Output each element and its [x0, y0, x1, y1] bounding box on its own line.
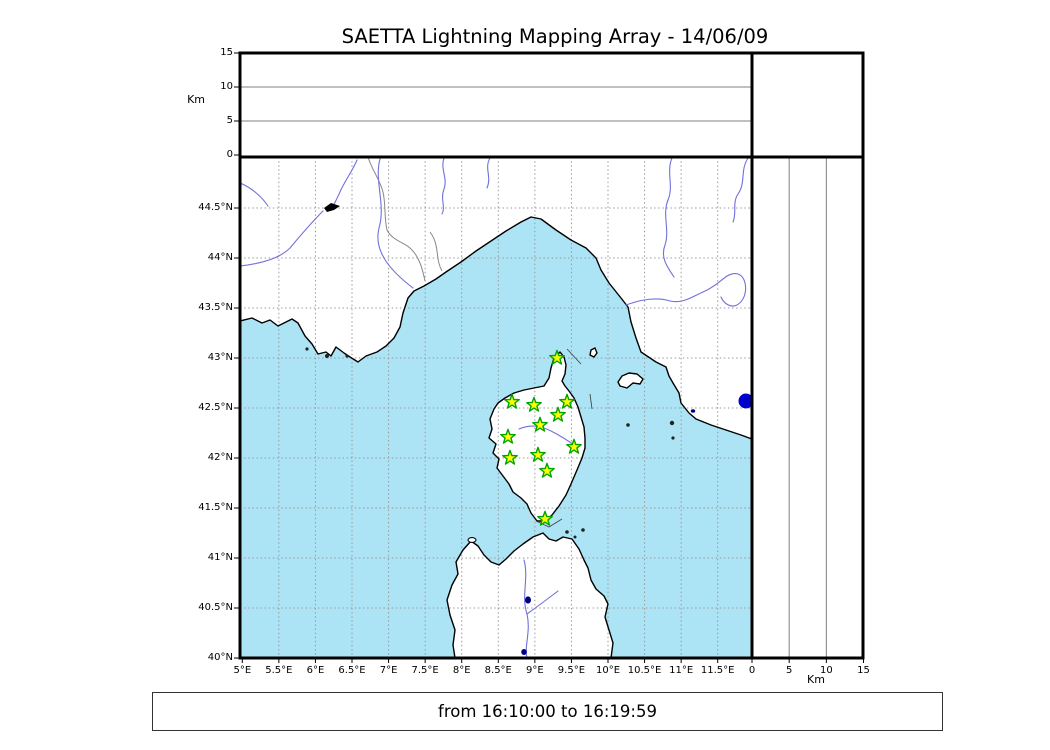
- station-star-marker: [566, 438, 582, 454]
- lat-tick-label: 43.5°N: [198, 302, 233, 313]
- rivers: [241, 158, 749, 657]
- right-km-tick-label: 15: [857, 665, 870, 676]
- altitude-axis-unit-label: Km: [187, 93, 205, 106]
- blue-point-marker: [738, 393, 751, 409]
- lon-tick-label: 8°E: [452, 665, 471, 676]
- lon-tick-label: 9°E: [526, 665, 544, 676]
- lat-tick-label: 41°N: [207, 552, 233, 563]
- station-star-marker: [549, 349, 565, 365]
- station-star-marker: [532, 416, 548, 432]
- station-star-marker: [502, 449, 518, 465]
- lat-tick-label: 44.5°N: [198, 202, 233, 213]
- lat-tick-label: 40.5°N: [198, 602, 233, 613]
- lon-tick-label: 5°E: [233, 665, 252, 676]
- station-star-marker: [530, 446, 546, 462]
- station-star-marker: [500, 428, 516, 444]
- lon-tick-label: 11.5°E: [700, 665, 735, 676]
- altitude-lon-panel-border: [238, 51, 754, 159]
- lat-tick-label: 40°N: [207, 652, 233, 663]
- chart-line-artifacts: [535, 348, 593, 528]
- station-star-marker: [559, 393, 575, 409]
- altitude-lat-panel-border: [750, 155, 865, 660]
- lon-tick-label: 6.5°E: [338, 665, 366, 676]
- lon-tick-label: 8.5°E: [484, 665, 512, 676]
- lat-tick-label: 42.5°N: [198, 402, 233, 413]
- small-islands: [305, 347, 675, 543]
- lon-tick-label: 6°E: [306, 665, 325, 676]
- panel-borders: [238, 51, 865, 660]
- station-star-marker: [539, 462, 555, 478]
- lon-tick-label: 10.5°E: [627, 665, 662, 676]
- lon-tick-label: 10°E: [595, 665, 621, 676]
- altitude-tick-label: 15: [220, 47, 233, 58]
- station-star-marker: [537, 510, 553, 526]
- country-borders: [367, 158, 443, 282]
- lakes: [324, 203, 696, 655]
- lat-tick-label: 44°N: [207, 252, 233, 263]
- station-star-marker: [526, 396, 542, 412]
- lma-station-markers: [500, 349, 582, 526]
- right-km-axis-unit-label: Km: [807, 673, 825, 686]
- altitude-tick-label: 10: [220, 81, 233, 92]
- lat-tick-label: 42°N: [207, 452, 233, 463]
- page-title: SAETTA Lightning Mapping Array - 14/06/0…: [341, 25, 769, 48]
- lon-tick-label: 5.5°E: [265, 665, 293, 676]
- time-range-box: from 16:10:00 to 16:19:59: [152, 692, 943, 731]
- right-km-tick-label: 0: [748, 665, 756, 676]
- lon-tick-label: 9.5°E: [557, 665, 586, 676]
- alpine-lake: [324, 203, 340, 212]
- altitude-tick-label: 5: [226, 115, 233, 126]
- right-km-tick-label: 5: [785, 665, 793, 676]
- map-panel: [241, 158, 751, 657]
- altitude-tick-label: 0: [226, 149, 233, 160]
- time-range-text: from 16:10:00 to 16:19:59: [438, 702, 657, 721]
- station-star-marker: [550, 406, 566, 422]
- lon-tick-label: 11°E: [669, 665, 694, 676]
- corner-panel-border: [750, 51, 865, 159]
- station-star-marker: [504, 393, 520, 409]
- right-km-tick-label: 10: [819, 665, 833, 676]
- lon-tick-label: 7°E: [379, 665, 398, 676]
- panel-gridlines: [241, 86, 827, 657]
- lat-tick-label: 41.5°N: [198, 502, 233, 513]
- lon-tick-label: 7.5°E: [411, 665, 439, 676]
- lat-tick-label: 43°N: [207, 352, 233, 363]
